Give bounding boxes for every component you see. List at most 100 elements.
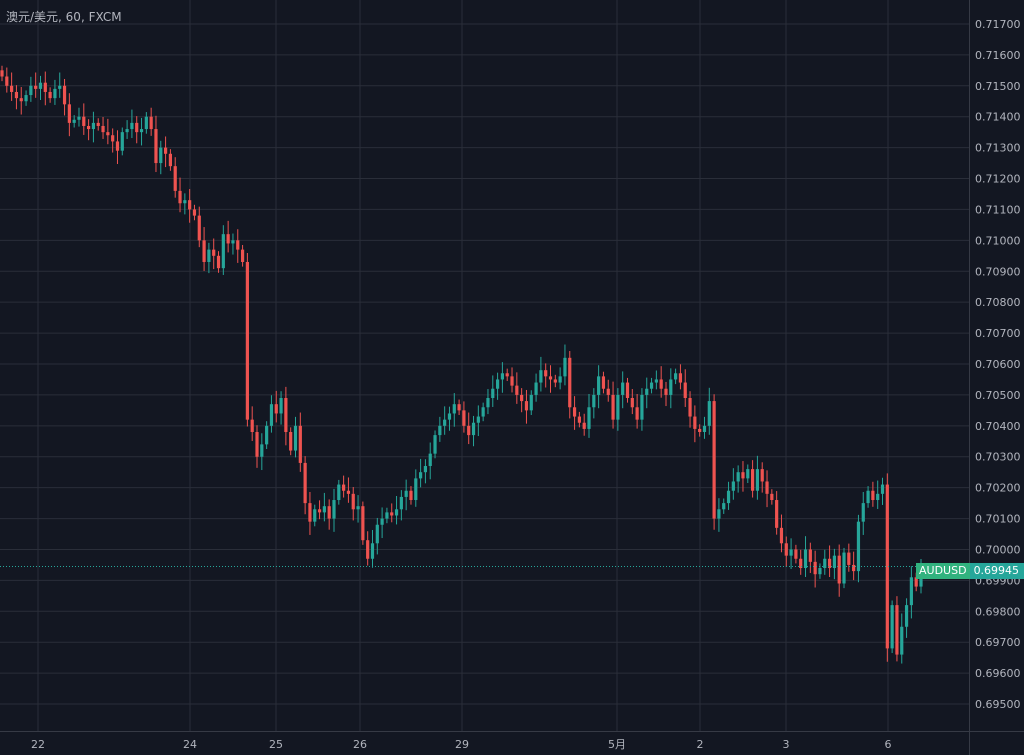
candle-body (640, 394, 644, 420)
candle-body (495, 379, 500, 389)
candle-body (515, 385, 519, 395)
candle-body (755, 469, 760, 491)
time-axis[interactable]: 22 24 25 26 29 5月 2 3 6 (0, 731, 1024, 752)
candle-body (43, 82, 47, 92)
x-tick-label: 25 (269, 738, 283, 751)
candle-body (548, 376, 553, 380)
price-axis[interactable]: 0.71700 0.71600 0.71500 0.71400 0.71300 0.712… (969, 0, 1021, 755)
candle-body (616, 394, 620, 420)
candle-body (279, 398, 283, 414)
candle-body (698, 428, 702, 433)
candle-body (0, 70, 4, 77)
candle-body (240, 249, 245, 262)
y-tick-label: 0.70200 (975, 482, 1021, 495)
candle-body (356, 506, 360, 510)
candle-body (385, 512, 389, 519)
candle-body (669, 379, 673, 395)
candle-body (722, 503, 726, 510)
candle-body (794, 549, 798, 559)
candle-body (789, 549, 793, 556)
candle-body (885, 484, 889, 649)
candle-body (587, 407, 591, 429)
candle-body (741, 472, 745, 479)
y-tick-label: 0.70100 (975, 513, 1021, 526)
candles (0, 65, 923, 664)
x-tick-label: 2 (697, 738, 704, 751)
candle-body (654, 379, 658, 383)
candle-body (423, 466, 428, 473)
candle-body (736, 472, 740, 482)
candle-body (813, 561, 817, 575)
candle-body (880, 484, 885, 494)
y-tick-label: 0.70000 (975, 543, 1021, 556)
candle-body (380, 518, 384, 525)
candle-body (149, 116, 153, 130)
candle-body (361, 506, 365, 541)
candle-body (414, 478, 418, 501)
candle-body (77, 116, 81, 120)
candle-body (188, 200, 192, 210)
last-price-tag: AUDUSD 0.69945 (916, 563, 1024, 579)
candle-body (438, 425, 442, 436)
candle-body (24, 95, 28, 102)
candle-body (144, 116, 148, 130)
candle-body (770, 493, 774, 501)
candle-body (731, 481, 735, 491)
candle-body (577, 416, 581, 423)
candle-body (5, 76, 9, 86)
candle-body (601, 376, 606, 389)
candle-body (101, 125, 105, 133)
candle-body (130, 122, 134, 130)
candle-body (125, 129, 129, 133)
candle-body (832, 555, 836, 569)
candle-body (269, 404, 274, 426)
candle-body (202, 240, 206, 262)
candle-body (726, 490, 731, 504)
y-tick-label: 0.71500 (975, 80, 1021, 93)
candle-body (192, 209, 197, 216)
y-tick-label: 0.71700 (975, 18, 1021, 31)
candle-body (163, 147, 168, 154)
candle-body (399, 496, 403, 510)
candle-body (72, 119, 76, 123)
candle-body (606, 388, 610, 395)
candle-body (82, 116, 86, 126)
candle-body (837, 555, 841, 584)
candle-body (433, 435, 437, 454)
candle-body (260, 444, 264, 457)
candle-body (293, 425, 298, 451)
candle-body (48, 91, 52, 99)
candle-body (457, 404, 461, 411)
candle-body (563, 357, 567, 377)
candle-body (712, 401, 716, 519)
candle-body (635, 407, 639, 420)
candle-body (678, 373, 683, 383)
candle-body (337, 484, 341, 501)
candle-body (544, 370, 548, 377)
y-tick-label: 0.71300 (975, 142, 1021, 155)
candle-body (481, 407, 485, 417)
candle-body (592, 394, 596, 408)
candle-body (168, 153, 173, 167)
y-tick-label: 0.71600 (975, 49, 1021, 62)
candle-body (96, 122, 100, 126)
candle-body (520, 394, 524, 402)
candle-body (746, 469, 750, 479)
candle-body (428, 453, 432, 467)
candle-body (38, 82, 43, 89)
y-tick-label: 0.70800 (975, 296, 1021, 309)
candle-body (510, 376, 514, 386)
candle-body (62, 85, 67, 105)
candle-body (524, 401, 529, 411)
y-tick-label: 0.70400 (975, 420, 1021, 433)
candle-body (750, 469, 755, 491)
candle-body (505, 373, 509, 377)
candle-body (827, 558, 832, 569)
candle-body (476, 416, 480, 423)
y-tick-label: 0.71200 (975, 173, 1021, 186)
candle-body (808, 549, 812, 562)
candle-body (779, 527, 784, 544)
candle-body (197, 215, 201, 241)
